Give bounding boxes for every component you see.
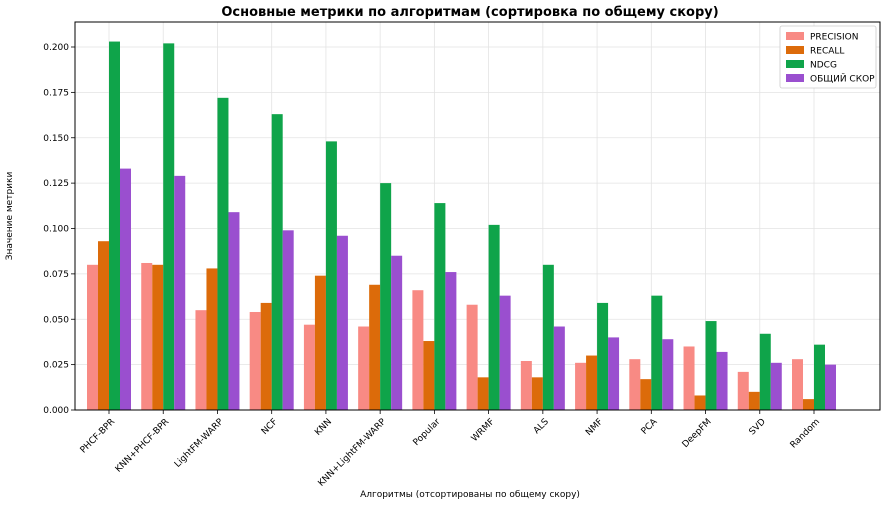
bar-precision [737,371,749,410]
bar-общий-скор [282,230,294,410]
y-tick-label: 0.150 [43,134,69,144]
legend-swatch [786,32,804,40]
legend-swatch [786,74,804,82]
y-tick-label: 0.200 [43,43,69,53]
bar-recall [98,241,109,410]
bar-общий-скор [174,175,186,410]
bar-precision [466,304,478,410]
x-tick-label: NCF [260,417,280,437]
bar-ndcg [217,97,229,410]
y-tick-label: 0.000 [43,406,69,416]
bar-precision [303,324,315,410]
x-tick-label: LightFM-WARP [173,417,226,470]
bar-precision [87,264,98,410]
x-tick-label: DeepFM [681,417,714,450]
bar-recall [803,399,814,410]
bar-recall [152,264,164,410]
bar-recall [531,377,543,410]
x-tick-label: PHCF-BPR [79,417,117,455]
x-tick-label: NMF [584,417,605,438]
plot-frame [74,21,881,411]
bar-общий-скор [716,351,728,410]
bar-ndcg [109,41,120,411]
bar-recall [369,284,381,410]
bar-recall [314,275,326,410]
chart-title: Основные метрики по алгоритмам (сортиров… [221,5,718,20]
bar-precision [520,360,532,410]
bar-общий-скор [336,235,348,410]
legend-label: NDCG [810,61,837,71]
bar-recall [206,268,218,410]
bar-общий-скор [608,337,620,410]
bar-ndcg [271,114,283,410]
x-axis-label: Алгоритмы (отсортированы по общему скору… [360,490,580,500]
x-tick-label: KNN+PHCF-BPR [114,417,172,475]
bar-precision [249,311,261,410]
legend-label: PRECISION [810,33,859,43]
bar-recall [640,379,652,410]
y-axis: 0.000 0.025 0.050 0.075 0.100 0.125 0.150 0.175… [43,43,75,416]
x-tick-label: ALS [532,417,551,436]
y-tick-label: 0.100 [43,225,69,235]
legend-swatch [786,46,804,54]
x-tick-label: WRMF [470,417,497,444]
bar-ndcg [163,43,175,411]
bar-ndcg [814,344,825,410]
bar-ndcg [380,183,392,410]
x-tick-label: Random [789,417,822,450]
y-tick-label: 0.050 [43,315,69,325]
y-tick-label: 0.175 [43,88,69,98]
bar-ndcg [325,141,337,410]
bar-общий-скор [445,272,457,410]
bar-precision [683,346,695,410]
x-tick-label: KNN [313,417,334,438]
bar-recall [694,395,706,410]
bar-ndcg [542,264,554,410]
bar-общий-скор [499,295,511,410]
legend-box [779,25,877,89]
bar-precision [575,362,587,410]
bar-precision [792,359,803,410]
bar-recall [477,377,489,410]
y-axis-label: Значение метрики [5,172,15,261]
bar-recall [748,391,760,410]
bar-precision [412,290,424,410]
legend: PRECISION RECALL NDCG ОБЩИЙ СКОР [779,25,877,89]
bar-ndcg [597,302,609,410]
bar-ndcg [434,203,446,410]
bar-общий-скор [662,339,674,410]
bar-общий-скор [120,168,131,410]
bar-recall [260,302,272,410]
bar-общий-скор [770,362,782,410]
x-tick-label: Popular [412,417,443,448]
legend-label: RECALL [810,47,844,57]
bars [87,41,836,411]
y-tick-label: 0.025 [43,361,69,371]
legend-swatch [786,60,804,68]
bar-recall [586,355,598,410]
bar-ndcg [488,224,500,410]
bar-общий-скор [553,326,565,410]
y-tick-label: 0.125 [43,179,69,189]
bar-ndcg [651,295,663,410]
bar-общий-скор [825,364,836,410]
bar-общий-скор [228,212,240,410]
bar-ndcg [705,321,717,410]
bar-precision [141,262,153,410]
bar-общий-скор [391,255,403,410]
x-tick-label: PCA [640,416,660,436]
bar-precision [358,326,370,410]
bar-ndcg [759,333,771,410]
bar-precision [629,359,641,410]
bar-precision [195,310,207,410]
bar-recall [423,341,435,410]
y-tick-label: 0.075 [43,270,69,280]
legend-label: ОБЩИЙ СКОР [810,73,875,85]
x-tick-label: SVD [748,417,768,437]
